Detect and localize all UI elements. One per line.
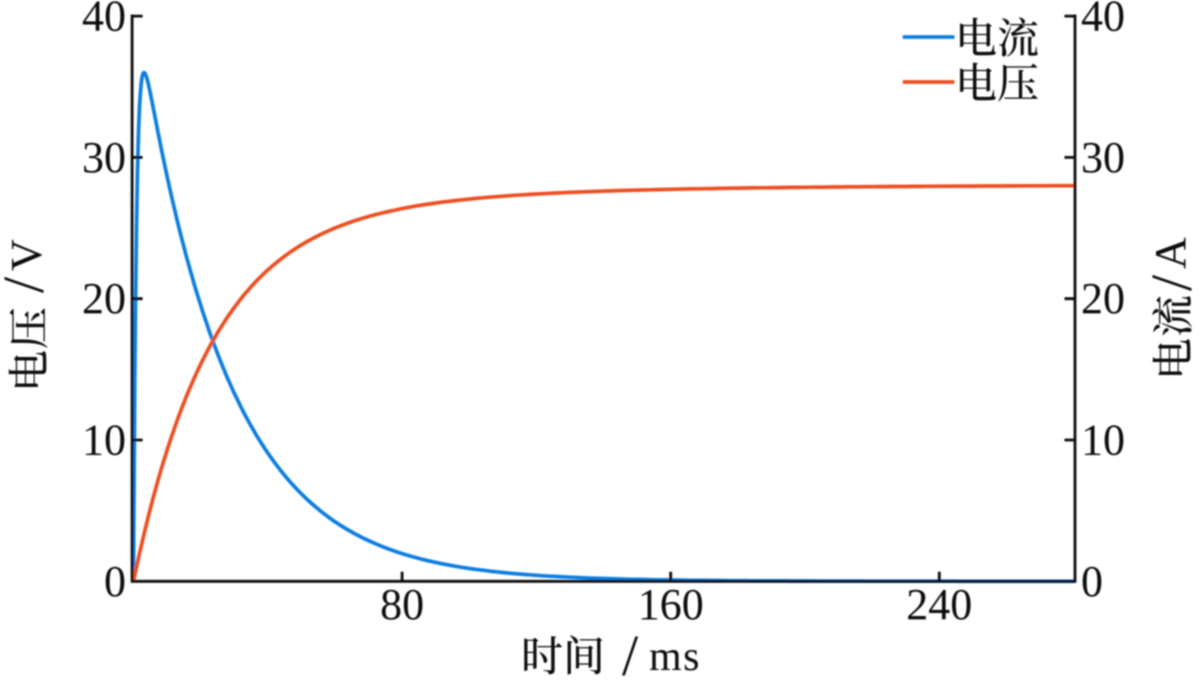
svg-text:80: 80 <box>380 580 424 629</box>
svg-text:240: 240 <box>906 580 972 629</box>
svg-text:V: V <box>2 239 51 271</box>
svg-text:ms: ms <box>649 634 701 680</box>
svg-text:40: 40 <box>82 0 126 41</box>
svg-text:30: 30 <box>1081 133 1125 182</box>
svg-text:10: 10 <box>82 416 126 465</box>
svg-text:A: A <box>1146 237 1195 269</box>
svg-text:20: 20 <box>1081 274 1125 323</box>
svg-text:0: 0 <box>104 557 126 606</box>
svg-text:160: 160 <box>638 580 704 629</box>
svg-text:20: 20 <box>82 274 126 323</box>
svg-text:0: 0 <box>1081 557 1103 606</box>
svg-text:/: / <box>0 276 56 293</box>
svg-text:10: 10 <box>1081 416 1125 465</box>
svg-text:40: 40 <box>1081 0 1125 41</box>
svg-text:/: / <box>622 623 639 680</box>
svg-text:30: 30 <box>82 133 126 182</box>
svg-text:/: / <box>1139 274 1200 291</box>
